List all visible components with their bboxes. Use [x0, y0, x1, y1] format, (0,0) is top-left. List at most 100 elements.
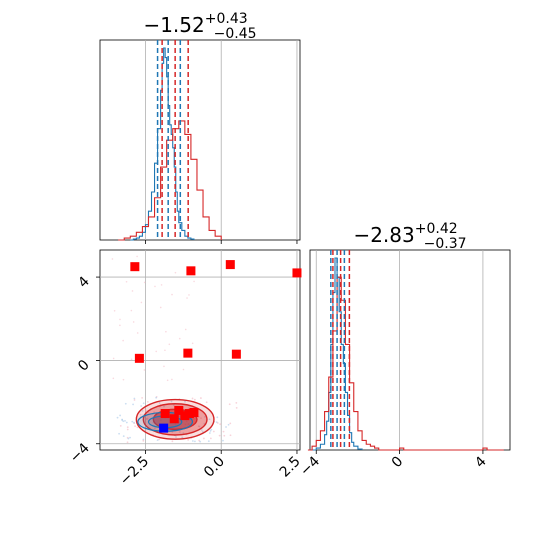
title-upper-error: +0.43 — [205, 11, 248, 27]
faint-point — [125, 421, 128, 424]
faint-point — [140, 405, 143, 407]
y-tick-label-2: 4 — [75, 274, 93, 292]
axes-frame — [99, 39, 301, 241]
faint-point — [198, 425, 201, 428]
hist-series-0 — [130, 47, 195, 241]
faint-point — [112, 357, 115, 360]
faint-point — [235, 401, 238, 404]
faint-point — [132, 403, 134, 406]
faint-point — [188, 294, 190, 296]
faint-point — [170, 400, 173, 403]
faint-point — [166, 379, 169, 382]
faint-point — [229, 434, 232, 437]
faint-point — [146, 417, 149, 420]
faint-point — [129, 436, 131, 439]
faint-point — [187, 438, 190, 441]
faint-point — [136, 332, 139, 334]
faint-point — [172, 404, 175, 406]
red-square-marker-1 — [186, 266, 196, 276]
title-lower-error: −0.37 — [424, 236, 467, 252]
faint-point — [158, 402, 161, 404]
faint-point — [194, 440, 196, 443]
faint-point — [133, 399, 136, 401]
faint-point — [182, 432, 185, 435]
faint-point — [222, 430, 225, 433]
faint-point — [122, 435, 125, 438]
x-tick-labels: −4 0 4 — [297, 450, 490, 479]
faint-point — [208, 432, 211, 434]
faint-point — [144, 409, 147, 412]
panel-title-2: −2.83+0.42 −0.37 — [353, 221, 466, 252]
faint-point — [142, 438, 145, 441]
scatter-markers — [130, 260, 302, 433]
red-square-marker-3 — [292, 268, 302, 278]
faint-point — [111, 258, 114, 260]
faint-point — [199, 397, 202, 399]
histogram-steps — [118, 47, 222, 241]
faint-point — [174, 271, 177, 274]
axes-frame — [99, 249, 301, 451]
faint-point — [209, 430, 212, 432]
red-square-marker-7 — [174, 405, 184, 415]
faint-point — [205, 401, 208, 404]
x-tick-label-1: 0.0 — [201, 454, 228, 481]
faint-point — [143, 281, 146, 284]
faint-point — [136, 255, 138, 258]
faint-point — [227, 423, 230, 426]
faint-point — [142, 439, 145, 442]
faint-point — [125, 280, 128, 283]
faint-point — [142, 402, 145, 405]
faint-point — [191, 342, 194, 345]
faint-point — [199, 440, 202, 443]
faint-point — [126, 441, 129, 444]
faint-point — [193, 280, 195, 283]
title-value: −1.52 — [143, 13, 204, 37]
hist-series-1 — [118, 120, 222, 241]
panel-title-1: −1.52+0.43 −0.45 — [143, 11, 256, 42]
faint-point — [154, 285, 156, 288]
faint-point — [219, 423, 222, 426]
red-square-marker-8 — [180, 411, 190, 421]
title-upper-error: +0.42 — [415, 221, 458, 237]
y-tick-label-1: 0 — [75, 357, 93, 375]
quantile-lines — [156, 40, 189, 240]
red-square-marker-0 — [130, 262, 140, 272]
faint-point — [160, 284, 163, 286]
faint-point — [182, 368, 185, 371]
faint-point — [216, 416, 219, 419]
x-tick-label-0: −4 — [297, 453, 323, 479]
faint-point — [130, 309, 133, 312]
grid-lines — [145, 40, 298, 240]
faint-point — [235, 406, 238, 409]
red-square-marker-11 — [169, 414, 179, 424]
faint-point — [116, 416, 119, 419]
faint-point — [200, 417, 202, 420]
faint-point — [133, 397, 136, 400]
faint-point — [132, 321, 135, 323]
x-tick-label-0: −2.5 — [117, 454, 152, 489]
faint-point — [118, 432, 120, 435]
faint-point — [193, 398, 196, 401]
y-tick-labels: −4 0 4 — [67, 274, 100, 466]
faint-point — [134, 425, 137, 428]
faint-point — [191, 440, 194, 442]
faint-point — [184, 400, 186, 403]
faint-point — [203, 415, 206, 418]
faint-point — [225, 426, 227, 428]
faint-point — [222, 439, 224, 442]
blue-square-marker-0 — [159, 423, 169, 433]
grid-lines — [315, 250, 484, 450]
faint-point — [143, 369, 146, 371]
faint-point — [127, 437, 130, 440]
red-square-marker-4 — [134, 353, 144, 363]
faint-point — [163, 365, 165, 368]
faint-point — [141, 409, 144, 412]
faint-point — [191, 397, 194, 400]
x-tick-label-1: 0 — [389, 454, 407, 472]
faint-point — [163, 405, 165, 408]
histogram-steps — [307, 257, 504, 451]
faint-point — [140, 301, 143, 304]
faint-point — [187, 407, 190, 410]
grid-lines — [100, 250, 300, 450]
faint-point — [155, 396, 158, 399]
